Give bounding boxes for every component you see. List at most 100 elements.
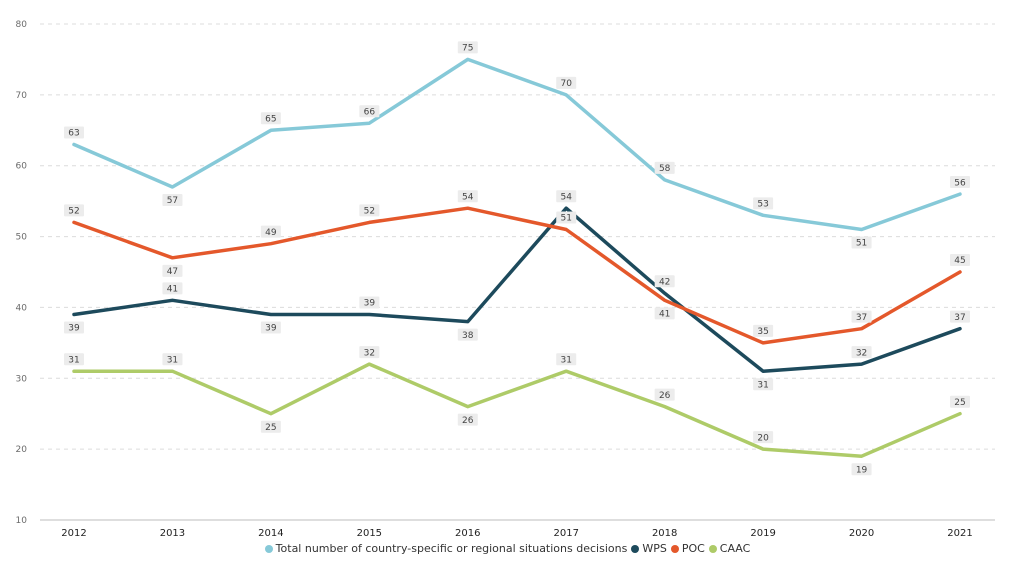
data-label: 31 — [556, 353, 577, 366]
data-label-text: 37 — [954, 313, 965, 323]
data-label: 20 — [753, 431, 774, 444]
data-label-text: 32 — [364, 348, 375, 358]
data-label: 75 — [457, 41, 478, 54]
data-label: 51 — [556, 211, 577, 224]
data-label: 37 — [851, 310, 872, 323]
data-label-bg — [457, 190, 478, 203]
data-label: 32 — [359, 346, 380, 359]
data-label-text: 65 — [265, 114, 276, 124]
data-label: 51 — [851, 236, 872, 249]
data-label: 35 — [753, 324, 774, 337]
data-label-text: 52 — [68, 207, 79, 217]
data-label-text: 52 — [364, 207, 375, 217]
data-label: 26 — [654, 388, 675, 401]
series-line-2 — [72, 206, 962, 345]
series-line-3 — [72, 362, 962, 458]
data-label-bg — [64, 353, 84, 366]
data-label-bg — [753, 431, 774, 444]
data-label-text: 19 — [856, 465, 868, 475]
chart-legend: Total number of country-specific or regi… — [0, 542, 1015, 555]
data-label: 37 — [950, 310, 970, 323]
data-label: 52 — [64, 204, 84, 217]
data-label-bg — [654, 161, 675, 174]
x-tick-label: 2013 — [160, 528, 185, 539]
y-tick-label: 80 — [16, 20, 28, 30]
legend-label: WPS — [642, 542, 667, 555]
data-label-text: 32 — [856, 348, 867, 358]
data-label: 63 — [64, 126, 84, 139]
data-label-text: 31 — [167, 355, 178, 365]
data-label-text: 42 — [659, 277, 670, 287]
data-label: 66 — [359, 105, 380, 118]
data-label-bg — [950, 176, 970, 189]
data-label-text: 25 — [265, 423, 276, 433]
legend-item: WPS — [631, 542, 667, 555]
legend-dot-icon — [708, 545, 717, 553]
data-label-bg — [64, 126, 84, 139]
data-label-bg — [950, 254, 970, 266]
data-label: 31 — [162, 353, 183, 366]
y-tick-label: 50 — [16, 233, 28, 243]
legend-dot-icon — [264, 545, 273, 553]
series-line-1 — [72, 206, 962, 373]
data-label: 41 — [654, 307, 675, 320]
data-label: 41 — [162, 282, 183, 295]
data-label-bg — [457, 41, 478, 54]
data-label-bg — [359, 346, 380, 359]
x-tick-label: 2017 — [553, 528, 578, 539]
data-label-text: 63 — [68, 129, 79, 139]
legend-dot-icon — [670, 545, 679, 553]
data-label-bg — [950, 395, 970, 408]
data-label: 57 — [162, 193, 183, 206]
data-label-bg — [753, 378, 774, 391]
legend-label: POC — [681, 542, 705, 555]
data-label-bg — [162, 193, 183, 206]
data-label-text: 37 — [856, 313, 867, 323]
x-tick-label: 2020 — [849, 528, 874, 539]
data-label-bg — [753, 197, 774, 210]
legend-label: Total number of country-specific or regi… — [275, 542, 628, 555]
x-tick-label: 2014 — [258, 528, 283, 539]
data-label-text: 51 — [856, 239, 867, 249]
data-label-text: 45 — [954, 256, 965, 266]
data-label-text: 54 — [560, 192, 572, 202]
data-label-text: 26 — [659, 391, 671, 401]
x-tick-label: 2015 — [357, 528, 382, 539]
data-label: 49 — [260, 225, 281, 238]
data-label-bg — [950, 310, 970, 323]
series-line-0 — [72, 57, 962, 232]
data-label: 32 — [851, 346, 872, 358]
data-label-bg — [359, 105, 380, 118]
data-label-text: 25 — [954, 398, 965, 408]
data-label-text: 20 — [757, 433, 769, 443]
data-label: 25 — [260, 420, 281, 433]
data-label-bg — [556, 190, 577, 203]
data-label-text: 39 — [265, 324, 277, 334]
data-label-text: 57 — [167, 196, 178, 206]
data-label-bg — [654, 275, 675, 288]
data-label: 39 — [359, 296, 380, 309]
legend-item: POC — [670, 542, 705, 555]
data-label-text: 49 — [265, 228, 277, 238]
data-label-text: 38 — [462, 331, 474, 341]
data-label-text: 47 — [167, 267, 178, 277]
data-label-bg — [556, 353, 577, 366]
y-tick-label: 20 — [16, 445, 28, 455]
data-label: 31 — [753, 378, 774, 391]
data-label: 54 — [457, 190, 478, 203]
x-tick-label: 2012 — [61, 528, 86, 539]
data-label-bg — [162, 264, 183, 277]
y-tick-label: 40 — [16, 303, 28, 313]
data-label-text: 70 — [560, 79, 572, 89]
data-label-bg — [162, 353, 183, 366]
data-label: 42 — [654, 275, 675, 288]
data-label-text: 41 — [659, 310, 670, 320]
data-label-bg — [162, 282, 183, 295]
data-label: 54 — [556, 190, 577, 203]
data-label-bg — [851, 463, 872, 476]
data-label: 56 — [950, 176, 970, 188]
legend-item: Total number of country-specific or regi… — [264, 542, 628, 555]
data-label: 39 — [64, 321, 84, 334]
legend-dot-icon — [631, 545, 640, 553]
